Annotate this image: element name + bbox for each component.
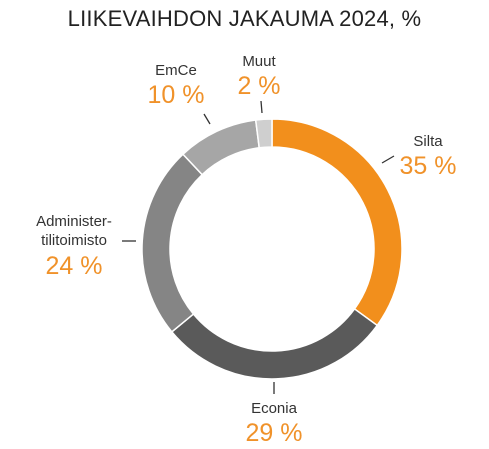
leader-line-muut [260, 100, 263, 114]
chart-title: LIIKEVAIHDON JAKAUMA 2024, % [67, 6, 422, 31]
slice-name-muut: Muut [242, 53, 276, 70]
slice-name-emce: EmCe [155, 62, 197, 79]
slice-name-administer-line2: tilitoimisto [41, 232, 107, 249]
label-administer: Administer- tilitoimisto 24 % [36, 213, 136, 280]
slice-value-muut: 2 % [237, 72, 280, 100]
label-silta: Silta 35 % [381, 133, 457, 180]
donut-slice-administer [141, 153, 204, 333]
leader-line-emce [203, 113, 211, 125]
leader-line-silta [381, 155, 395, 164]
donut-slice-emce [181, 119, 261, 176]
slice-value-econia: 29 % [246, 419, 303, 447]
donut-slices [141, 118, 403, 380]
slice-name-econia: Econia [251, 400, 298, 417]
slice-name-silta: Silta [413, 133, 443, 150]
donut-slice-econia [170, 307, 379, 380]
donut-slice-muut [254, 118, 273, 149]
slice-value-silta: 35 % [400, 152, 457, 180]
donut-slice-silta [271, 118, 403, 327]
label-econia: Econia 29 % [246, 382, 303, 447]
label-emce: EmCe 10 % [148, 62, 211, 125]
label-muut: Muut 2 % [237, 53, 281, 114]
slice-value-emce: 10 % [148, 81, 205, 109]
slice-name-administer-line1: Administer- [36, 213, 112, 230]
slice-value-administer: 24 % [46, 252, 103, 280]
